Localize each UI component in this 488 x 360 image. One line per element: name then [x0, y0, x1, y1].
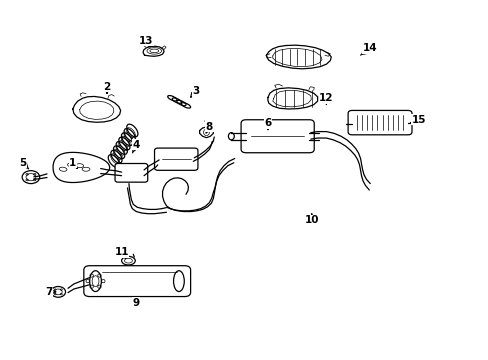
FancyBboxPatch shape: [154, 148, 198, 170]
Text: 8: 8: [205, 122, 213, 133]
Text: 15: 15: [409, 115, 426, 125]
Text: 12: 12: [319, 93, 333, 104]
Text: 13: 13: [139, 36, 153, 47]
Text: 6: 6: [264, 118, 271, 129]
FancyBboxPatch shape: [347, 111, 411, 135]
Text: 3: 3: [190, 86, 199, 97]
Text: 1: 1: [69, 158, 77, 168]
Text: 7: 7: [45, 287, 56, 297]
FancyBboxPatch shape: [83, 266, 190, 297]
Text: 4: 4: [132, 140, 140, 153]
Text: 10: 10: [304, 214, 318, 225]
Text: 5: 5: [19, 158, 29, 169]
Text: 14: 14: [360, 43, 377, 55]
Text: 9: 9: [132, 297, 140, 308]
Text: 2: 2: [103, 82, 110, 93]
Text: 11: 11: [114, 247, 129, 258]
FancyBboxPatch shape: [241, 120, 314, 153]
FancyBboxPatch shape: [115, 163, 147, 182]
